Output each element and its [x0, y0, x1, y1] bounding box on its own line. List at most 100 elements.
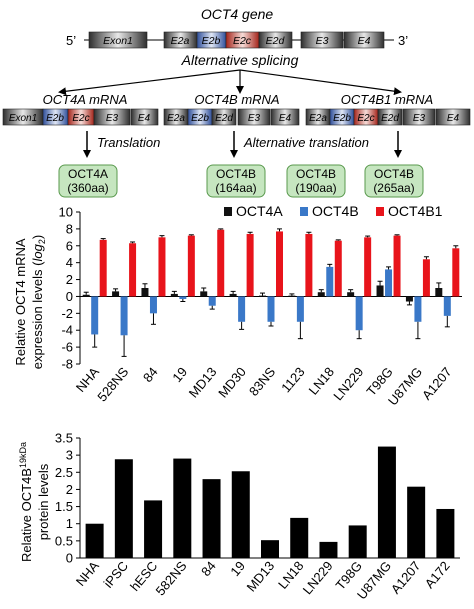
mrna-x-tick-label: 83NS: [246, 364, 279, 399]
svg-text:E2b: E2b: [202, 35, 221, 47]
mrna-bar-oct4b-md30: [238, 296, 246, 322]
legend-swatch-oct4b: [300, 207, 308, 216]
mrna-bar-oct4b-19: [179, 296, 187, 299]
mrna-bar-oct4a-nha: [82, 294, 90, 297]
svg-text:E4: E4: [358, 35, 371, 47]
mrna-bar-oct4b1-t98g: [393, 235, 401, 297]
mrna-bar-oct4b1-a1207: [452, 248, 460, 297]
mrna-legend: OCT4A OCT4B OCT4B1: [224, 203, 443, 219]
mrna-bar-oct4a-a1207: [435, 288, 443, 297]
mrna-bar-oct4b-u87mg: [414, 296, 422, 322]
protein-bars: [85, 446, 455, 558]
mrna-ylabel-line1: Relative OCT4 mRNA: [13, 238, 28, 365]
svg-text:E2c: E2c: [233, 35, 252, 47]
gene-exon-e2c: E2c: [225, 31, 260, 49]
mrna-y-tick-label: 6: [66, 238, 73, 253]
mrna-x-tick-label: 84: [140, 364, 161, 385]
gene-diagram: OCT4 gene 5’ 3’ Exon1 E2a E2b E2c E2d E3: [2, 6, 471, 198]
protein-bar-hesc: [144, 500, 163, 558]
protein-bar-582ns: [173, 458, 192, 558]
svg-text:E2d: E2d: [266, 35, 286, 47]
gene-exon-e4: E4: [343, 31, 385, 49]
legend-label-oct4a: OCT4A: [236, 203, 283, 219]
svg-text:OCT4B: OCT4B: [296, 167, 336, 181]
svg-text:E2c: E2c: [72, 113, 89, 124]
mrna-x-tick-label: LN229: [330, 364, 366, 403]
mrna-bar-oct4a-md13: [200, 291, 208, 297]
mrna-y-tick-label: 2: [66, 272, 73, 287]
gene-exon-e2b: E2b: [196, 31, 227, 49]
isoform-title-oct4a: OCT4A mRNA: [43, 92, 128, 107]
five-prime-label: 5’: [66, 33, 76, 48]
svg-text:(190aa): (190aa): [295, 181, 336, 195]
svg-text:OCT4B: OCT4B: [374, 167, 414, 181]
mrna-bar-oct4b1-83ns: [276, 231, 283, 297]
gene-exon-e3: E3: [300, 31, 344, 49]
mrna-bar-oct4b1-u87mg: [422, 259, 430, 297]
isoform-oct4b1-exons: E2a E2b E2c E2d E3 E4: [305, 108, 471, 126]
isoform-title-oct4b1: OCT4B1 mRNA: [341, 92, 433, 107]
mrna-bar-oct4b-md13: [208, 296, 216, 306]
mrna-x-tick-label: 1123: [278, 364, 307, 395]
protein-y-tick-label: 2.5: [55, 465, 73, 480]
protein-bar-a1207: [407, 486, 426, 558]
mrna-x-tick-label: MD13: [186, 364, 220, 400]
legend-label-oct4b1: OCT4B1: [388, 203, 443, 219]
protein-y-tick-label: 0: [66, 551, 73, 566]
mrna-bar-oct4a-84: [141, 288, 149, 297]
gene-exon-e2a: E2a: [163, 31, 198, 49]
svg-text:E2b: E2b: [46, 113, 64, 124]
protein-bar-u87mg: [377, 446, 396, 558]
svg-text:E4: E4: [138, 113, 151, 124]
isoform-title-oct4b: OCT4B mRNA: [194, 92, 279, 107]
mrna-y-tick-label: -6: [61, 340, 73, 355]
mrna-bar-oct4b-a1207: [443, 296, 451, 316]
mrna-bar-oct4b1-84: [158, 237, 166, 297]
svg-text:(265aa): (265aa): [373, 181, 414, 195]
mrna-y-tick-label: 4: [66, 255, 73, 270]
mrna-bar-oct4b-84: [149, 296, 157, 314]
legend-swatch-oct4a: [224, 207, 232, 216]
mrna-y-tick-label: -4: [61, 323, 73, 338]
svg-text:E2a: E2a: [171, 35, 190, 47]
mrna-bar-oct4a-u87mg: [405, 296, 413, 302]
three-prime-label: 3’: [398, 33, 408, 48]
protein-x-tick-label: iPSC: [101, 558, 132, 590]
protein-bar-a172: [436, 508, 455, 558]
mrna-bar-oct4b-t98g: [385, 269, 393, 297]
protein-x-tick-label: 582NS: [153, 558, 190, 598]
mrna-x-tick-label: 528NS: [94, 364, 131, 404]
mrna-bar-oct4a-528ns: [112, 291, 120, 297]
protein-bar-t98g: [348, 525, 367, 558]
mrna-bar-oct4b-ln18: [326, 266, 334, 297]
mrna-bar-oct4b1-md13: [217, 229, 225, 297]
protein-x-tick-label: A1207: [388, 558, 424, 596]
protein-y-tick-label: 1: [66, 516, 73, 531]
mrna-bar-oct4b-nha: [91, 296, 99, 335]
protein-x-tick-label: A172: [422, 558, 453, 591]
protein-bar-ln229: [319, 541, 338, 558]
svg-text:Exon1: Exon1: [9, 113, 37, 124]
translation-label: Translation: [97, 135, 160, 150]
alt-translation-label: Alternative translation: [243, 135, 369, 150]
protein-box-oct4b-190: OCT4B (190aa): [286, 164, 346, 198]
svg-text:E3: E3: [316, 35, 329, 47]
svg-text:E3: E3: [106, 113, 119, 124]
mrna-bar-oct4b1-19: [187, 235, 195, 297]
alternative-splicing-label: Alternative splicing: [181, 52, 299, 68]
splice-arrow-oct4a: [58, 69, 241, 96]
protein-x-tick-label: 84: [198, 558, 219, 579]
protein-x-tick-label: 19: [227, 558, 248, 579]
svg-text:Exon1: Exon1: [103, 35, 133, 47]
mrna-y-axis: -8 -6 -4 -2 0 2 4 6 810: [59, 205, 462, 372]
mrna-x-tick-label: 19: [169, 364, 190, 385]
mrna-expression-chart: Relative OCT4 mRNA expression levels (lo…: [13, 203, 462, 408]
mrna-bar-oct4a-19: [170, 293, 178, 297]
mrna-y-tick-label: 8: [66, 221, 73, 236]
mrna-bar-oct4a-1123: [288, 295, 296, 297]
svg-text:(360aa): (360aa): [67, 181, 108, 195]
svg-text:E4: E4: [279, 113, 292, 124]
